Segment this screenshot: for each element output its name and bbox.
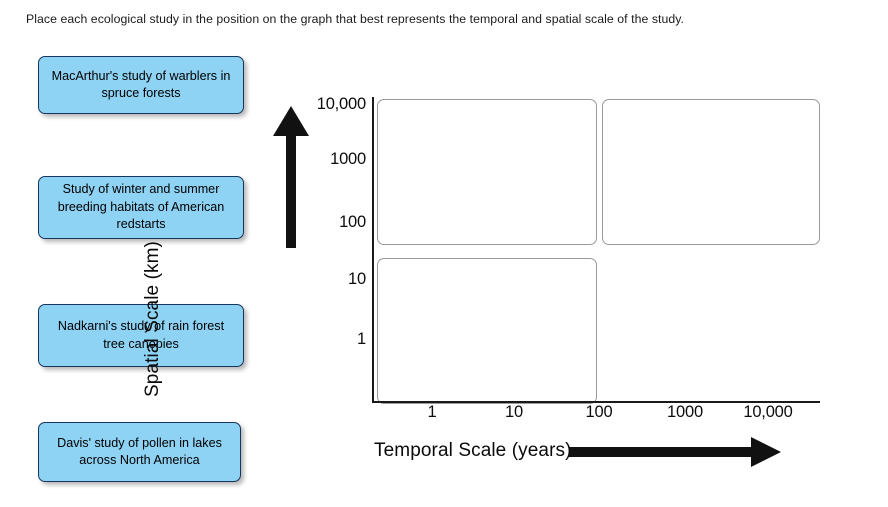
y-axis-tick: 10,000 [282, 95, 366, 115]
x-axis-tick-label: 1 [427, 403, 437, 421]
y-axis-tick-label: 1000 [330, 150, 366, 168]
y-axis-tick-label: 10 [348, 270, 366, 288]
instruction-text: Place each ecological study in the posit… [26, 12, 685, 26]
x-axis-tick: 1 [387, 403, 477, 423]
x-axis-tick-label: 100 [585, 403, 613, 421]
right-arrow-icon [569, 437, 781, 467]
x-axis-line [372, 401, 820, 403]
y-axis-tick-label: 1 [357, 330, 366, 348]
draggable-study-tile[interactable]: Nadkarni's study of rain forest tree can… [38, 304, 244, 367]
y-axis-tick-label: 100 [339, 213, 366, 231]
x-axis-tick-label: 10 [505, 403, 523, 421]
x-axis-title: Temporal Scale (years) [374, 440, 572, 461]
draggable-study-tile[interactable]: Davis' study of pollen in lakes across N… [38, 422, 241, 482]
y-axis-tick: 10 [282, 270, 366, 290]
y-axis-tick: 1000 [282, 150, 366, 170]
x-axis-tick-label: 1000 [667, 403, 703, 421]
y-axis-tick-label: 10,000 [316, 95, 366, 113]
y-axis-line [372, 97, 374, 403]
x-axis-tick: 10,000 [723, 403, 813, 423]
x-axis-tick: 100 [554, 403, 644, 423]
y-axis-title: Spatial Scale (km) [142, 241, 163, 397]
draggable-study-tile[interactable]: Study of winter and summer breeding habi… [38, 176, 244, 239]
x-axis-tick: 10 [469, 403, 559, 423]
y-axis-tick: 100 [282, 213, 366, 233]
dropzone-bottom-left[interactable] [377, 258, 597, 404]
x-axis-tick-label: 10,000 [743, 403, 793, 421]
draggable-study-tile[interactable]: MacArthur's study of warblers in spruce … [38, 56, 244, 114]
dropzone-top-left[interactable] [377, 99, 597, 245]
up-arrow-icon [273, 106, 309, 248]
dropzone-top-right[interactable] [602, 99, 820, 245]
y-axis-tick: 1 [282, 330, 366, 350]
x-axis-tick: 1000 [640, 403, 730, 423]
